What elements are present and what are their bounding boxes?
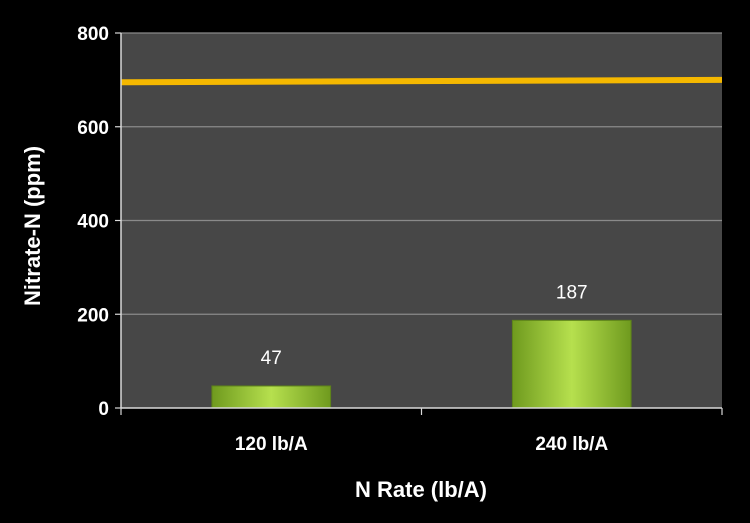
reference-line <box>120 76 723 86</box>
y-tick-label: 200 <box>77 305 109 326</box>
bar <box>211 385 332 409</box>
y-tick-label: 600 <box>77 118 109 139</box>
reference-line-group <box>120 76 723 86</box>
x-tick-label: 120 lb/A <box>235 434 308 455</box>
data-label: 187 <box>556 282 588 303</box>
x-tick-label: 240 lb/A <box>535 434 608 455</box>
y-axis-title: Nitrate-N (ppm) <box>20 146 45 306</box>
data-label: 47 <box>261 348 282 369</box>
y-tick-label: 800 <box>77 24 109 45</box>
bar <box>511 319 632 409</box>
y-tick-label: 400 <box>77 212 109 233</box>
axes <box>115 32 723 415</box>
x-axis-title: N Rate (lb/A) <box>355 477 487 502</box>
tick-labels: 0 200 400 600 800 47 120 lb/A 187 240 lb/A <box>77 24 608 455</box>
y-tick-label: 0 <box>98 399 109 420</box>
bars <box>211 319 632 409</box>
gridlines <box>121 32 722 315</box>
